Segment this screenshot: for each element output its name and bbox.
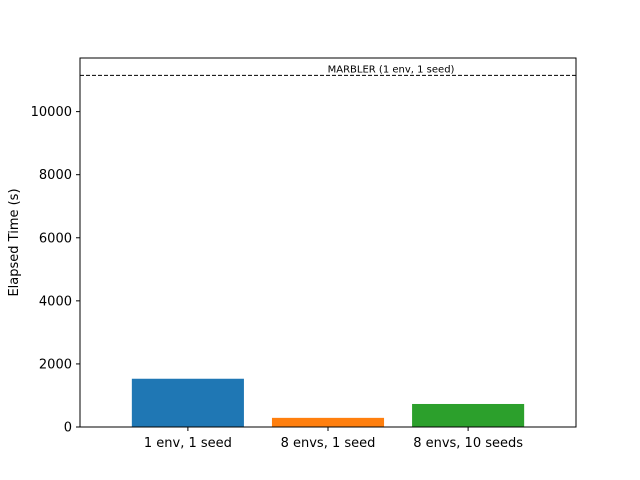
y-tick-label: 0 (64, 421, 72, 436)
x-tick-label: 8 envs, 10 seeds (413, 436, 523, 451)
x-axis: 1 env, 1 seed 8 envs, 1 seed 8 envs, 10 se… (144, 427, 523, 451)
y-tick-label: 10000 (31, 105, 72, 120)
y-tick-label: 4000 (39, 294, 72, 309)
reference-line-group: MARBLER (1 env, 1 seed) (80, 64, 576, 76)
bar-0 (131, 378, 244, 427)
y-tick-label: 2000 (39, 357, 72, 372)
bars-group (131, 378, 525, 427)
y-tick-label: 8000 (39, 168, 72, 183)
y-axis: 0 2000 4000 6000 8000 10000 (31, 105, 80, 436)
reference-line-label: MARBLER (1 env, 1 seed) (328, 64, 455, 75)
bar-2 (412, 403, 525, 427)
y-axis-label: Elapsed Time (s) (7, 188, 22, 296)
y-tick-label: 6000 (39, 231, 72, 246)
x-tick-label: 1 env, 1 seed (144, 436, 232, 451)
x-tick-label: 8 envs, 1 seed (281, 436, 376, 451)
bar-1 (271, 417, 385, 427)
